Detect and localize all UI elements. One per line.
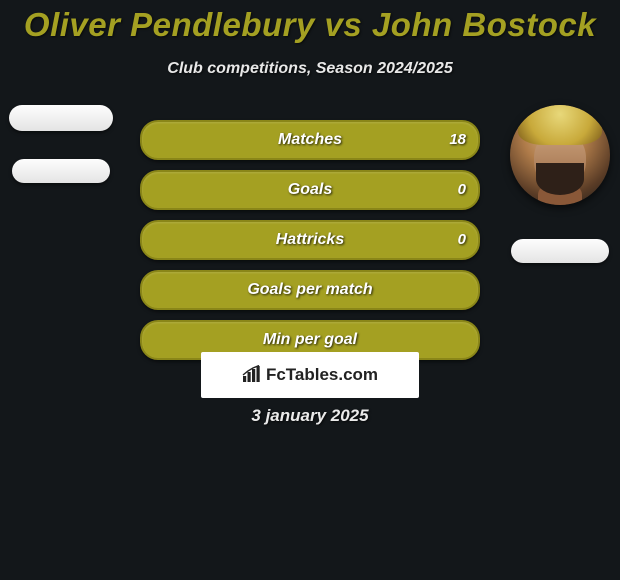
left-avatar-placeholder bbox=[9, 105, 113, 131]
chart-icon bbox=[242, 365, 262, 383]
generated-date: 3 january 2025 bbox=[0, 406, 620, 426]
stat-right-value: 18 bbox=[449, 122, 466, 158]
stat-row-goals: Goals0 bbox=[140, 170, 480, 210]
right-name-placeholder bbox=[511, 239, 609, 263]
right-player-avatar bbox=[510, 105, 610, 205]
stat-label: Goals bbox=[142, 172, 478, 208]
stat-row-matches: Matches18 bbox=[140, 120, 480, 160]
stat-row-hattricks: Hattricks0 bbox=[140, 220, 480, 260]
stat-label: Goals per match bbox=[142, 272, 478, 308]
stat-row-goals-per-match: Goals per match bbox=[140, 270, 480, 310]
brand-text: FcTables.com bbox=[266, 365, 378, 384]
brand-badge[interactable]: FcTables.com bbox=[201, 352, 419, 398]
stats-list: Matches18Goals0Hattricks0Goals per match… bbox=[140, 120, 480, 370]
player-left-panel bbox=[8, 105, 113, 183]
left-name-placeholder bbox=[12, 159, 110, 183]
stat-right-value: 0 bbox=[458, 172, 466, 208]
stat-label: Matches bbox=[142, 122, 478, 158]
player-right-panel bbox=[507, 105, 612, 263]
subtitle: Club competitions, Season 2024/2025 bbox=[0, 60, 620, 78]
stat-right-value: 0 bbox=[458, 222, 466, 258]
stat-label: Hattricks bbox=[142, 222, 478, 258]
page-title: Oliver Pendlebury vs John Bostock bbox=[0, 0, 620, 44]
